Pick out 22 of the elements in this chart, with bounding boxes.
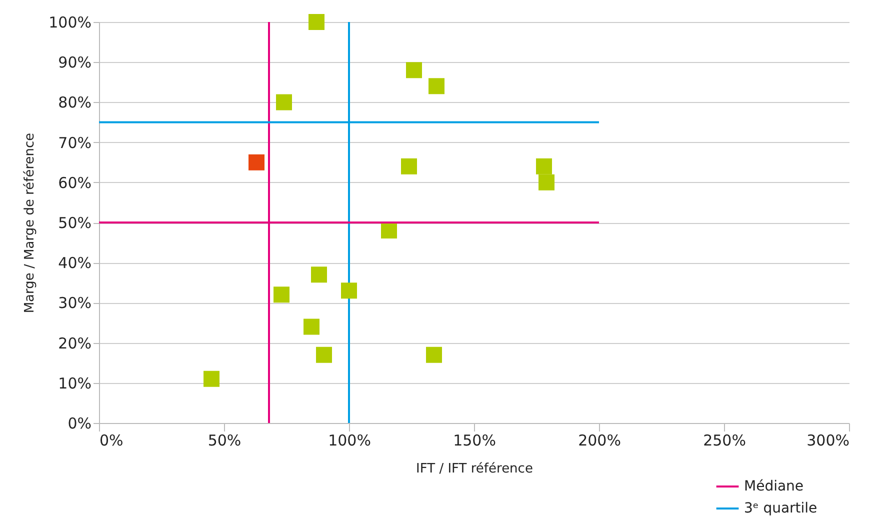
x-tick-label: 0% (100, 432, 124, 450)
y-tick-label: 90% (58, 54, 92, 72)
y-tick-label: 80% (58, 94, 92, 112)
y-tick-label: 100% (48, 14, 92, 32)
x-tick-label: 200% (578, 432, 621, 450)
x-tick-label: 250% (703, 432, 746, 450)
y-tick-label: 0% (68, 414, 92, 432)
x-axis-title: IFT / IFT référence (416, 462, 533, 476)
y-tick-label: 50% (58, 214, 92, 232)
y-tick-label: 30% (58, 294, 92, 312)
y-tick-label: 60% (58, 174, 92, 192)
y-tick-label: 40% (58, 254, 92, 272)
y-tick-label: 10% (58, 374, 92, 392)
y-tick-label: 70% (58, 134, 92, 152)
x-tick-label: 50% (208, 432, 242, 450)
y-axis-title: Marge / Marge de référence (22, 132, 38, 314)
x-tick-label: 100% (328, 432, 371, 450)
legend-label: 3ᵉ quartile (744, 500, 818, 516)
y-tick-label: 20% (58, 334, 92, 352)
legend-label: Médiane (744, 478, 804, 494)
x-tick-label: 150% (453, 432, 496, 450)
x-tick-label: 300% (806, 432, 850, 450)
